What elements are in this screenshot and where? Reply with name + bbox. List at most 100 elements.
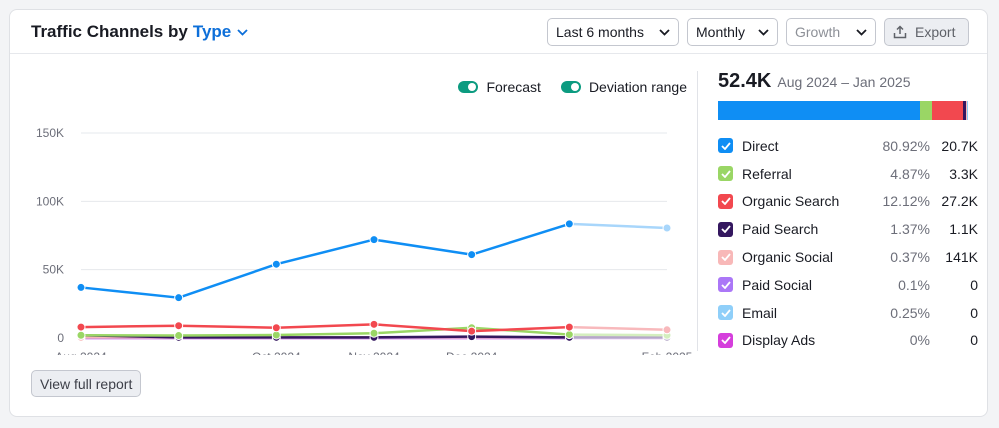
channel-name: Paid Search <box>742 221 819 238</box>
data-point <box>271 259 281 269</box>
channel-checkbox[interactable] <box>718 332 733 348</box>
x-tick-label: Oct 2024 <box>252 350 301 355</box>
distribution-segment <box>920 101 933 120</box>
check-icon <box>720 253 731 262</box>
type-dropdown[interactable]: Type <box>193 22 248 42</box>
divider <box>697 71 698 351</box>
check-icon <box>720 225 731 234</box>
data-point <box>369 235 379 245</box>
view-full-report-label: View full report <box>40 375 133 392</box>
y-tick-label: 50K <box>43 263 64 277</box>
channel-name: Organic Social <box>742 249 834 266</box>
data-point <box>174 321 184 331</box>
check-icon <box>720 309 731 317</box>
channel-value: 0 <box>970 276 978 293</box>
channel-percent: 12.12% <box>882 193 930 210</box>
chart-legend: Forecast Deviation range <box>458 79 687 95</box>
channel-name: Organic Search <box>742 193 840 210</box>
distribution-segment <box>962 101 967 120</box>
traffic-line-chart: 150K 100K 50K 0 Aug 2024 Oct 2024 Nov 2024 Dec … <box>36 126 693 364</box>
channel-percent: 1.37% <box>890 221 930 238</box>
channel-row[interactable]: Direct 80.92% 20.7K <box>718 132 978 160</box>
channel-checkbox[interactable] <box>718 138 733 154</box>
data-point <box>174 331 184 341</box>
x-tick-label: Dec 2024 <box>446 350 498 355</box>
channel-row[interactable]: Paid Social 0.1% 0 <box>718 271 978 299</box>
granularity-label: Monthly <box>696 24 746 40</box>
data-point <box>662 223 672 233</box>
total-summary: 52.4K Aug 2024 – Jan 2025 <box>718 70 978 93</box>
toggle-switch[interactable] <box>560 81 581 93</box>
forecast-toggle[interactable]: Forecast <box>458 79 541 95</box>
channel-percent: 4.87% <box>890 165 930 182</box>
channel-checkbox[interactable] <box>718 221 733 237</box>
distribution-bar <box>718 101 968 120</box>
data-point <box>76 330 86 340</box>
channel-checkbox[interactable] <box>718 277 733 293</box>
channel-row[interactable]: Organic Search 12.12% 27.2K <box>718 188 978 216</box>
x-tick-label: Feb 2025 <box>642 350 693 355</box>
forecast-line <box>569 222 668 230</box>
channel-row[interactable]: Referral 4.87% 3.3K <box>718 160 978 188</box>
y-tick-label: 100K <box>36 194 64 208</box>
chevron-down-icon <box>758 28 769 36</box>
check-icon <box>720 281 731 289</box>
channel-checkbox[interactable] <box>718 166 733 182</box>
deviation-label: Deviation range <box>588 79 687 95</box>
channel-name: Direct <box>742 137 779 154</box>
channel-row[interactable]: Paid Search 1.37% 1.1K <box>718 215 978 243</box>
data-point <box>76 322 86 332</box>
channel-name: Paid Social <box>742 276 813 293</box>
metric-label: Growth <box>795 24 841 40</box>
channel-value: 27.2K <box>941 193 978 210</box>
data-point <box>662 325 672 335</box>
summary-panel: 52.4K Aug 2024 – Jan 2025 Direct 80.92% 20… <box>718 70 978 354</box>
data-point <box>467 326 477 336</box>
channel-checkbox[interactable] <box>718 305 733 321</box>
period-select[interactable]: Last 6 months <box>547 18 679 46</box>
view-full-report-button[interactable]: View full report <box>31 370 142 397</box>
channel-value: 20.7K <box>941 137 978 154</box>
check-icon <box>720 197 731 206</box>
granularity-select[interactable]: Monthly <box>687 18 778 46</box>
channel-row[interactable]: Email 0.25% 0 <box>718 299 978 327</box>
channel-percent: 0.25% <box>890 304 930 321</box>
distribution-segment <box>932 101 963 120</box>
traffic-channels-card: Traffic Channels by Type Last 6 months M… <box>9 9 988 417</box>
export-label: Export <box>915 24 956 40</box>
channel-name: Email <box>742 304 778 321</box>
export-button[interactable]: Export <box>884 18 969 46</box>
chevron-down-icon <box>659 28 670 36</box>
forecast-line <box>569 325 668 332</box>
type-label: Type <box>192 22 232 41</box>
chevron-down-icon <box>237 28 248 36</box>
chart-area: Forecast Deviation range 150K 100K 50K 0 Aug… <box>10 55 697 364</box>
export-icon <box>893 25 907 39</box>
total-value: 52.4K <box>718 70 772 92</box>
channel-checkbox[interactable] <box>718 249 733 265</box>
x-tick-label: Aug 2024 <box>55 350 107 355</box>
channel-value: 0 <box>970 332 978 349</box>
y-tick-label: 150K <box>36 126 64 140</box>
channel-name: Referral <box>742 165 792 182</box>
channel-row[interactable]: Display Ads 0% 0 <box>718 327 978 355</box>
channel-row[interactable]: Organic Social 0.37% 141K <box>718 243 978 271</box>
metric-select[interactable]: Growth <box>786 18 876 46</box>
channel-name: Display Ads <box>742 332 816 349</box>
title-text: Traffic Channels by <box>31 22 188 41</box>
check-icon <box>720 336 731 345</box>
channel-value: 3.3K <box>949 165 978 182</box>
data-point <box>76 282 86 292</box>
forecast-line <box>569 333 668 337</box>
toggle-switch[interactable] <box>458 81 479 93</box>
forecast-label: Forecast <box>486 79 541 95</box>
channel-value: 141K <box>945 249 978 266</box>
deviation-toggle[interactable]: Deviation range <box>560 79 687 95</box>
channel-checkbox[interactable] <box>718 193 733 209</box>
channel-list: Direct 80.92% 20.7K Referral 4.87% 3.3K Organi… <box>718 132 978 354</box>
data-point <box>271 323 281 333</box>
distribution-segment <box>966 101 968 120</box>
data-point <box>467 250 477 260</box>
check-icon <box>720 142 731 150</box>
series-line <box>80 222 570 299</box>
